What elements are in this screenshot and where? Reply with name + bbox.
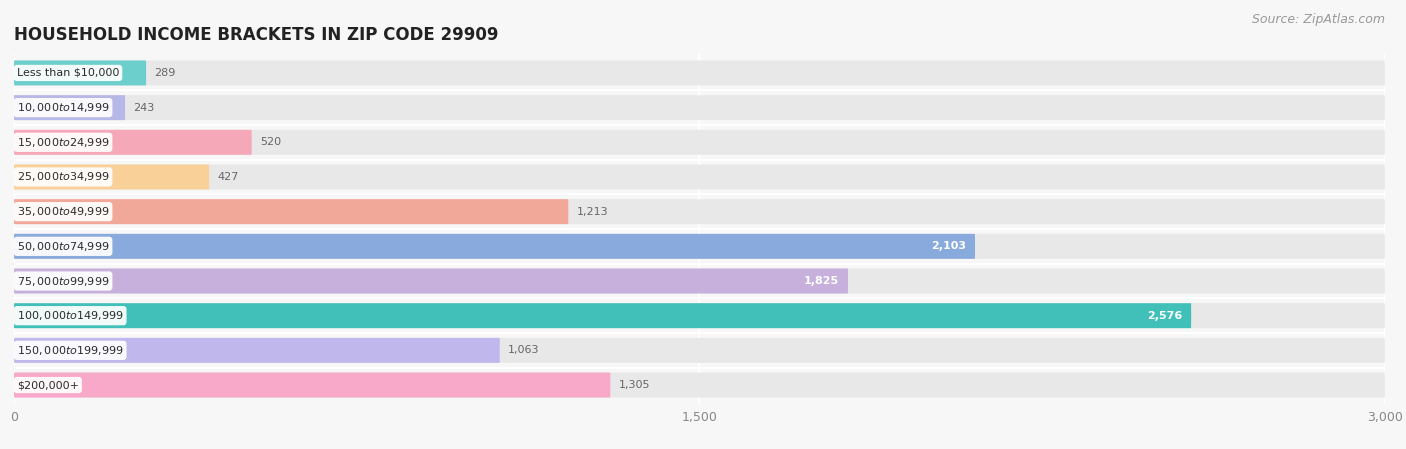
FancyBboxPatch shape	[14, 373, 1385, 397]
Text: 243: 243	[134, 103, 155, 113]
Text: $25,000 to $34,999: $25,000 to $34,999	[17, 171, 110, 184]
FancyBboxPatch shape	[14, 130, 1385, 155]
FancyBboxPatch shape	[14, 164, 1385, 189]
Text: $75,000 to $99,999: $75,000 to $99,999	[17, 274, 110, 287]
FancyBboxPatch shape	[14, 269, 1385, 294]
FancyBboxPatch shape	[14, 95, 1385, 120]
Text: Source: ZipAtlas.com: Source: ZipAtlas.com	[1251, 13, 1385, 26]
FancyBboxPatch shape	[14, 164, 209, 189]
Text: $35,000 to $49,999: $35,000 to $49,999	[17, 205, 110, 218]
FancyBboxPatch shape	[14, 269, 848, 294]
Text: HOUSEHOLD INCOME BRACKETS IN ZIP CODE 29909: HOUSEHOLD INCOME BRACKETS IN ZIP CODE 29…	[14, 26, 499, 44]
Text: 2,103: 2,103	[931, 241, 966, 251]
Text: 1,213: 1,213	[576, 207, 609, 217]
Text: $10,000 to $14,999: $10,000 to $14,999	[17, 101, 110, 114]
FancyBboxPatch shape	[14, 303, 1385, 328]
Text: 2,576: 2,576	[1147, 311, 1182, 321]
FancyBboxPatch shape	[14, 373, 610, 397]
FancyBboxPatch shape	[14, 338, 1385, 363]
Text: Less than $10,000: Less than $10,000	[17, 68, 120, 78]
FancyBboxPatch shape	[14, 199, 568, 224]
Text: 1,305: 1,305	[619, 380, 650, 390]
Text: 289: 289	[155, 68, 176, 78]
Text: 1,063: 1,063	[508, 345, 540, 355]
FancyBboxPatch shape	[14, 61, 1385, 85]
Text: $150,000 to $199,999: $150,000 to $199,999	[17, 344, 124, 357]
FancyBboxPatch shape	[14, 338, 499, 363]
Text: 1,825: 1,825	[804, 276, 839, 286]
Text: $15,000 to $24,999: $15,000 to $24,999	[17, 136, 110, 149]
Text: 520: 520	[260, 137, 281, 147]
FancyBboxPatch shape	[14, 61, 146, 85]
FancyBboxPatch shape	[14, 303, 1191, 328]
FancyBboxPatch shape	[14, 234, 974, 259]
Text: $50,000 to $74,999: $50,000 to $74,999	[17, 240, 110, 253]
Text: $200,000+: $200,000+	[17, 380, 79, 390]
FancyBboxPatch shape	[14, 130, 252, 155]
Text: $100,000 to $149,999: $100,000 to $149,999	[17, 309, 124, 322]
FancyBboxPatch shape	[14, 95, 125, 120]
Text: 427: 427	[218, 172, 239, 182]
FancyBboxPatch shape	[14, 199, 1385, 224]
FancyBboxPatch shape	[14, 234, 1385, 259]
